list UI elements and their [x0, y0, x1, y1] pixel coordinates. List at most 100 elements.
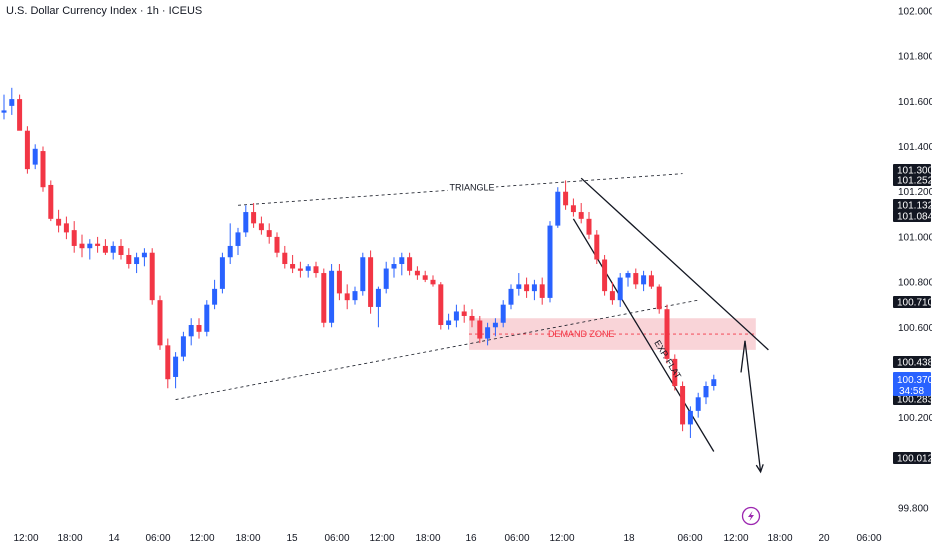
chart-title: U.S. Dollar Currency Index · 1h · ICEUS [6, 5, 203, 17]
candle-body [87, 243, 93, 249]
candle [555, 187, 561, 228]
price-tag-label: 100.283 [897, 395, 932, 406]
candle-body [141, 252, 147, 258]
candle-body [204, 304, 210, 332]
candle [578, 203, 584, 224]
candle [625, 270, 631, 287]
candle [672, 354, 678, 391]
candle-body [570, 205, 576, 213]
candle [438, 282, 444, 330]
x-tick-label: 12:00 [13, 533, 38, 544]
candle-body [680, 386, 686, 425]
candle [149, 248, 155, 305]
x-tick-label: 06:00 [504, 533, 529, 544]
candle [477, 315, 483, 344]
x-tick-label: 16 [465, 533, 477, 544]
candle-body [63, 223, 69, 233]
candle [71, 221, 77, 253]
candle-body [235, 232, 241, 246]
candles-layer [1, 87, 717, 438]
x-tick-label: 18:00 [767, 533, 792, 544]
candle [711, 374, 717, 391]
candle [165, 338, 171, 389]
candle [1, 94, 7, 120]
x-tick-label: 06:00 [324, 533, 349, 544]
candle-body [469, 315, 475, 321]
candle [461, 304, 467, 323]
candle-body [165, 345, 171, 380]
x-tick-label: 06:00 [145, 533, 170, 544]
candle-body [219, 257, 225, 289]
candle-body [602, 259, 608, 292]
candle-body [430, 279, 436, 285]
candle-body [711, 379, 717, 387]
candle [188, 318, 194, 346]
candle-body [446, 320, 452, 326]
candle [570, 198, 576, 217]
candle [422, 270, 428, 283]
candle-body [313, 266, 319, 274]
candle [680, 381, 686, 432]
candle [492, 318, 498, 337]
candle-body [578, 212, 584, 219]
exp-flat-upper-line [580, 177, 769, 351]
candle-body [368, 257, 374, 307]
candle-body [453, 311, 459, 321]
candle-body [648, 275, 654, 287]
price-tag-bg [893, 164, 931, 176]
candle-body [672, 358, 678, 387]
demand-zone-label: DEMAND ZONE [548, 329, 615, 339]
price-tag: 100.012 [893, 452, 932, 465]
candle-body [438, 284, 444, 326]
y-tick-label: 101.200 [898, 187, 932, 198]
candle [368, 250, 374, 314]
candle [664, 304, 670, 364]
x-tick-label: 12:00 [549, 533, 574, 544]
lightning-icon[interactable] [741, 506, 761, 526]
candle-body [399, 257, 405, 265]
candle [594, 230, 600, 265]
candle [633, 268, 639, 289]
candle-body [617, 277, 623, 301]
x-tick-label: 14 [108, 533, 120, 544]
candle [141, 248, 147, 267]
candle [375, 286, 381, 328]
candle-body [485, 327, 491, 339]
current-price-label: 100.370 [897, 375, 932, 386]
current-price-bg [893, 372, 931, 396]
candle-body [594, 234, 600, 260]
price-tag: 101.084 [893, 210, 932, 223]
candle [173, 352, 179, 389]
candle-body [352, 291, 358, 301]
candle-body [563, 191, 569, 206]
candle [399, 252, 405, 276]
candle-body [492, 322, 498, 328]
triangle-lower-line [175, 299, 699, 400]
candle [9, 87, 15, 115]
price-tag: 101.252 [893, 174, 932, 187]
price-tag-label: 100.012 [897, 454, 932, 465]
price-axis[interactable]: 102.000 101.800 101.600 101.400 101.200 101.0… [898, 7, 932, 515]
candle [24, 126, 30, 174]
candle [290, 254, 296, 274]
x-tick-label: 18:00 [57, 533, 82, 544]
candle [118, 239, 124, 260]
price-tag: 100.438 [893, 356, 932, 369]
candle [204, 300, 210, 337]
candle [297, 261, 303, 278]
candle [383, 261, 389, 294]
candle-body [40, 151, 46, 188]
candle [321, 268, 327, 328]
y-tick-label: 101.400 [898, 142, 932, 153]
candle [563, 180, 569, 210]
candle [360, 252, 366, 296]
time-axis[interactable]: 12:00 18:00 14 06:00 12:00 18:00 15 06:00 12:00 1… [13, 533, 881, 544]
candle-body [212, 288, 218, 305]
price-tag-label: 101.300 [897, 166, 932, 177]
price-tag: 101.132 [893, 199, 932, 212]
candle [453, 304, 459, 328]
price-tag-bg [893, 356, 931, 368]
candle-body [95, 243, 101, 246]
